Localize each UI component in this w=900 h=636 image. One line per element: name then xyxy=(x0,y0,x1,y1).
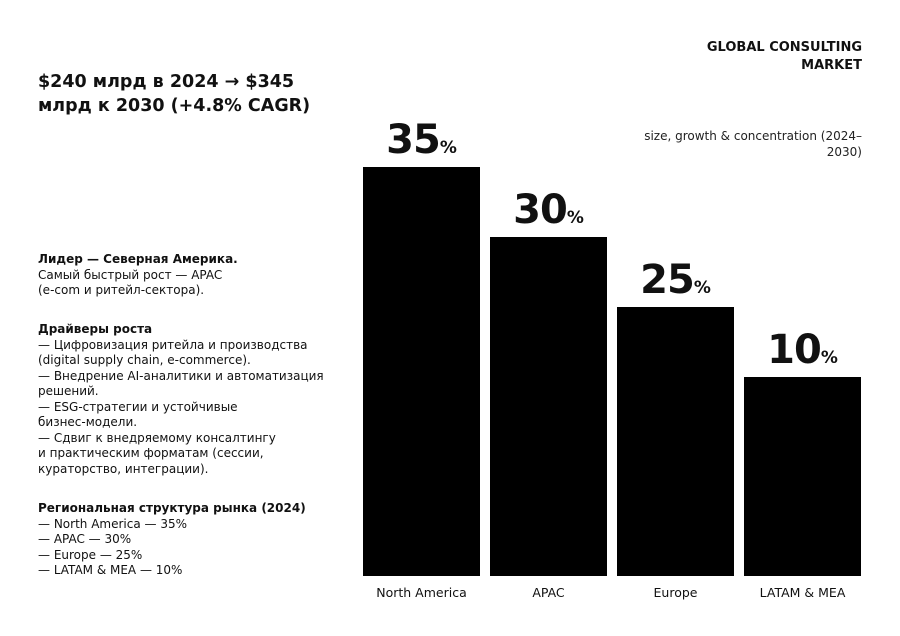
structure-block: Региональная структура рынка (2024) — No… xyxy=(38,501,348,579)
structure-text: — North America — 35% — APAC — 30% — Eur… xyxy=(38,516,187,578)
value-unit: % xyxy=(693,278,711,298)
value-unit: % xyxy=(820,348,838,368)
value-unit: % xyxy=(566,208,584,228)
drivers-block: Драйверы роста — Цифровизация ритейла и … xyxy=(38,322,348,477)
value-label: 25% xyxy=(617,257,734,303)
headline: $240 млрд в 2024 → $345 млрд к 2030 (+4.… xyxy=(38,72,311,116)
bar-0 xyxy=(363,167,480,576)
value-number: 35 xyxy=(386,117,441,163)
category-label: LATAM & MEA xyxy=(759,585,846,600)
value-number: 10 xyxy=(767,327,822,373)
leader-text: Самый быстрый рост — APAC (e-com и ритей… xyxy=(38,267,223,298)
category-label: North America xyxy=(376,585,467,600)
drivers-text: — Цифровизация ритейла и производства (d… xyxy=(38,337,324,476)
value-number: 30 xyxy=(513,187,568,233)
category-label: APAC xyxy=(532,585,565,600)
leader-block: Лидер — Северная Америка. Самый быстрый … xyxy=(38,252,348,299)
structure-title: Региональная структура рынка (2024) xyxy=(38,501,306,515)
bar-3 xyxy=(744,377,861,576)
value-unit: % xyxy=(439,138,457,158)
value-label: 35% xyxy=(363,117,480,163)
value-label: 30% xyxy=(490,187,607,233)
bar-2 xyxy=(617,307,734,576)
value-number: 25 xyxy=(640,257,695,303)
brand-title: GLOBAL CONSULTING MARKET xyxy=(706,40,862,73)
leader-title: Лидер — Северная Америка. xyxy=(38,252,238,266)
bar-1 xyxy=(490,237,607,576)
subtitle: size, growth & concentration (2024–2030) xyxy=(644,129,862,159)
value-label: 10% xyxy=(744,327,861,373)
category-label: Europe xyxy=(653,585,698,600)
drivers-title: Драйверы роста xyxy=(38,322,153,336)
